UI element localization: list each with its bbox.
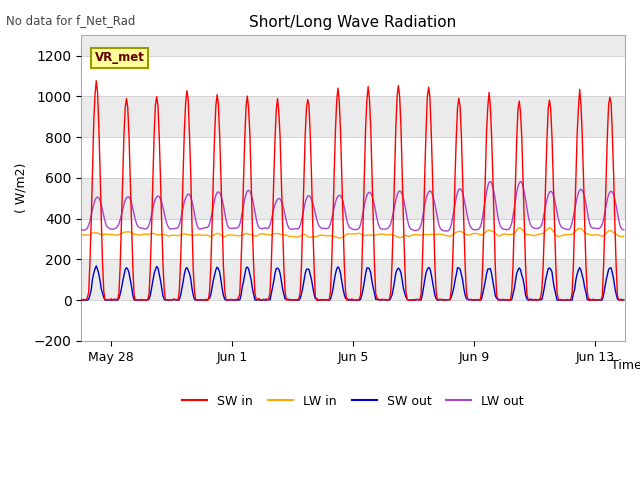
Text: VR_met: VR_met bbox=[95, 51, 145, 64]
Bar bbox=[81, 218, 625, 259]
X-axis label: Time: Time bbox=[611, 359, 640, 372]
Legend: SW in, LW in, SW out, LW out: SW in, LW in, SW out, LW out bbox=[177, 390, 529, 413]
Bar bbox=[81, 56, 625, 96]
Bar bbox=[81, 300, 625, 341]
Bar bbox=[81, 137, 625, 178]
Y-axis label: ( W/m2): ( W/m2) bbox=[15, 163, 28, 213]
Text: No data for f_Net_Rad: No data for f_Net_Rad bbox=[6, 14, 136, 27]
Title: Short/Long Wave Radiation: Short/Long Wave Radiation bbox=[250, 15, 457, 30]
